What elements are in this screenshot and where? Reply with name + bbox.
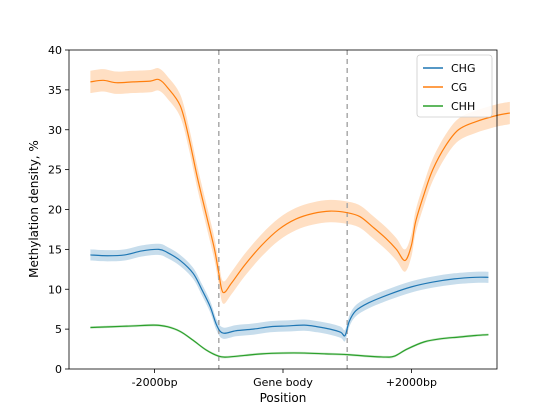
chg-band — [90, 243, 489, 342]
chh-line — [90, 324, 489, 358]
boundary-lines — [218, 50, 348, 369]
legend: CHG CG CHH — [416, 54, 493, 118]
y-tick-label: 10 — [48, 283, 62, 296]
y-axis: 0 5 10 15 20 25 30 35 40 — [48, 44, 69, 376]
legend-label-chh: CHH — [451, 100, 475, 113]
legend-box — [416, 54, 493, 118]
x-axis-label: Position — [260, 391, 307, 405]
y-tick-label: 35 — [48, 84, 62, 97]
legend-label-chg: CHG — [451, 62, 475, 75]
y-tick-label: 30 — [48, 124, 62, 137]
cg-band — [90, 68, 510, 304]
confidence-bands — [90, 68, 510, 359]
x-axis: -2000bp Gene body +2000bp — [132, 369, 437, 389]
cg-line — [90, 78, 510, 294]
y-tick-label: 25 — [48, 164, 62, 177]
x-tick-label: +2000bp — [386, 376, 437, 389]
y-tick-label: 15 — [48, 243, 62, 256]
x-tick-label: -2000bp — [132, 376, 178, 389]
chg-line — [90, 248, 489, 337]
x-tick-label: Gene body — [253, 376, 313, 389]
y-tick-label: 5 — [55, 323, 62, 336]
legend-label-cg: CG — [451, 81, 467, 94]
y-tick-label: 40 — [48, 44, 62, 57]
series-lines — [90, 78, 510, 358]
y-tick-label: 0 — [55, 363, 62, 376]
y-axis-label: Methylation density, % — [27, 140, 41, 278]
y-tick-label: 20 — [48, 204, 62, 217]
